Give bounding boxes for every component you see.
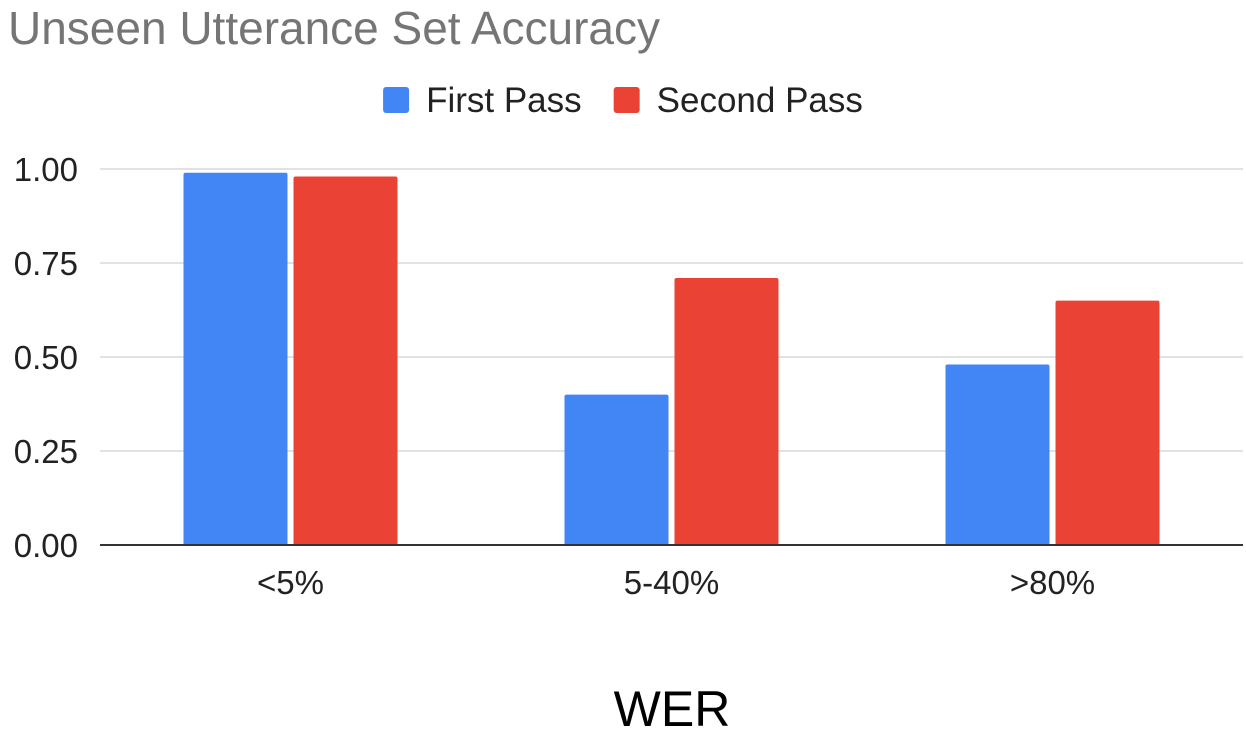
bar-second-pass (293, 176, 398, 545)
legend-swatch (613, 87, 640, 113)
bar-first-pass (183, 172, 288, 545)
legend-entry: Second Pass (613, 81, 863, 120)
legend-swatch (383, 87, 410, 113)
x-tick-label: >80% (1010, 564, 1095, 601)
x-axis-ticks: <5% 5-40% >80% (257, 564, 1095, 601)
y-tick-label: 0.50 (14, 339, 78, 376)
chart-title: Unseen Utterance Set Accuracy (8, 2, 660, 54)
x-tick-label: <5% (257, 564, 324, 601)
y-tick-label: 0.00 (14, 527, 78, 564)
legend-entry: First Pass (383, 81, 582, 120)
bar-first-pass (564, 394, 669, 545)
bars (100, 172, 1243, 546)
x-tick-label: 5-40% (624, 564, 719, 601)
grid (100, 168, 1243, 452)
legend-label: Second Pass (657, 81, 863, 120)
legend: First Pass Second Pass (383, 81, 863, 120)
bar-second-pass (674, 278, 779, 545)
bar-second-pass (1055, 300, 1160, 545)
y-tick-label: 0.75 (14, 245, 78, 282)
y-tick-label: 1.00 (14, 151, 78, 188)
y-tick-label: 0.25 (14, 433, 78, 470)
legend-label: First Pass (426, 81, 582, 120)
bar-first-pass (945, 364, 1050, 545)
y-axis-ticks: 0.00 0.25 0.50 0.75 1.00 (14, 151, 78, 564)
x-axis-title: WER (614, 681, 731, 736)
